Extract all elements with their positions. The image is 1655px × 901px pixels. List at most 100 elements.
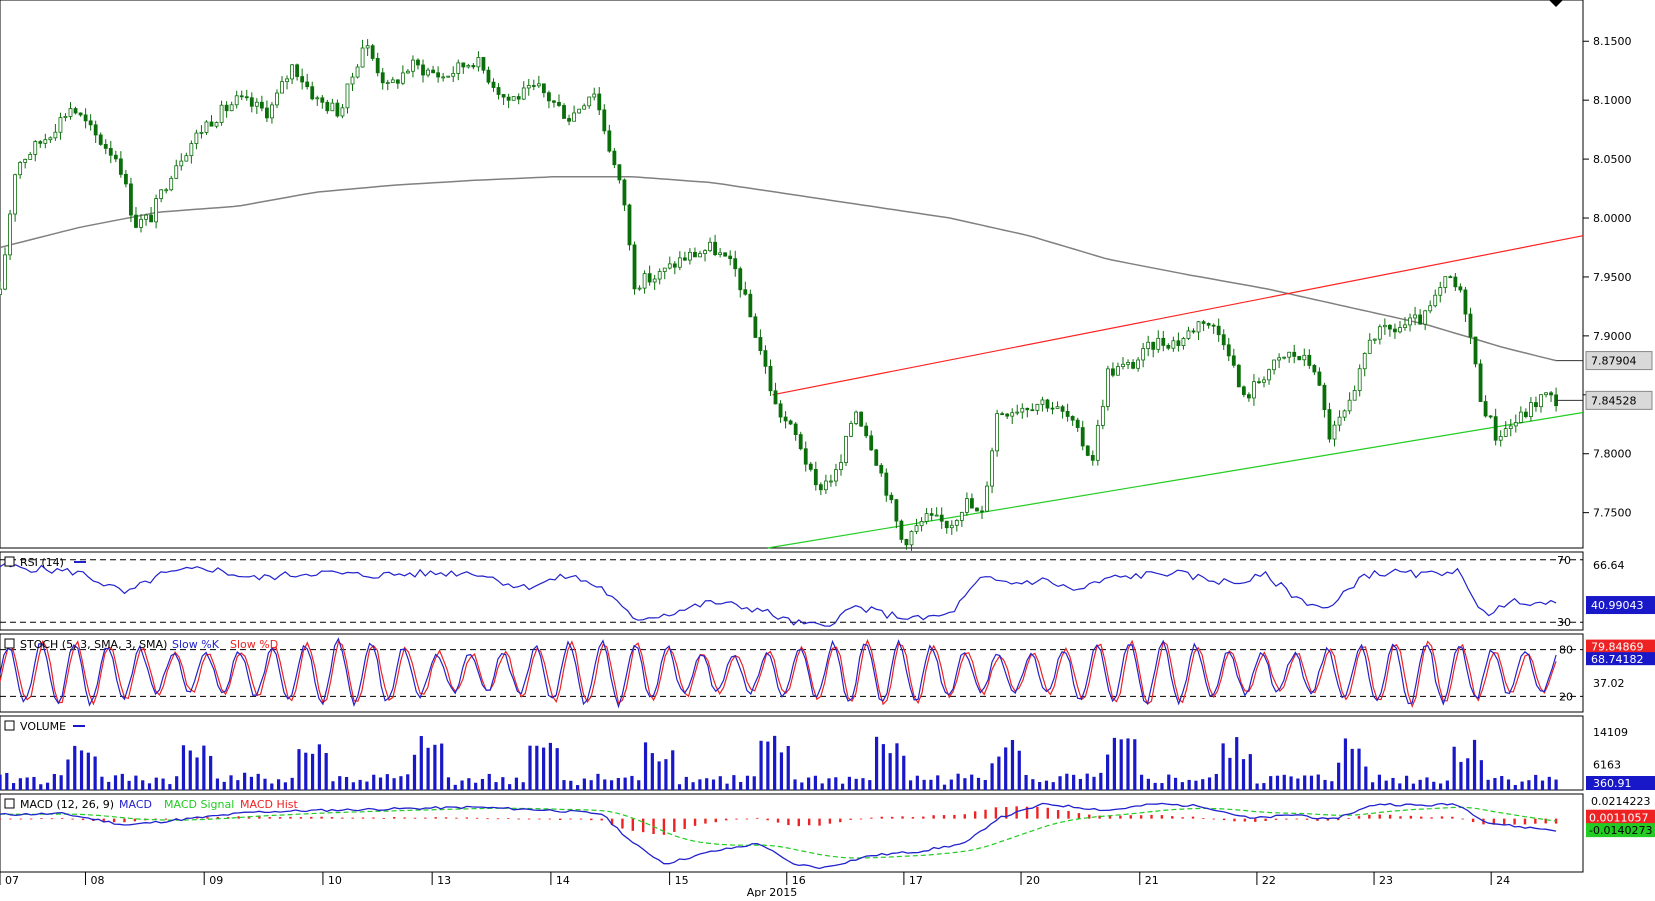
candle [904,538,909,550]
volume-bar [779,752,784,790]
volume-bar [908,780,913,790]
candle [1292,344,1297,364]
volume-bar [1296,778,1300,790]
candle-body [768,365,773,392]
candle-body [1156,337,1161,350]
macd-line [0,802,1557,870]
macd-hist-bar [1503,818,1506,825]
candle-body [1518,411,1523,423]
candle-body [1372,338,1377,341]
volume-value-box [1586,776,1655,790]
candle-body [1377,326,1382,340]
candle-body [808,463,813,470]
volume-bar [1479,760,1483,790]
candle [813,461,818,491]
volume-bar [188,750,192,790]
candle-body [924,513,929,522]
volume-bar [1486,779,1490,790]
candle [1398,321,1402,334]
candle [1181,336,1186,350]
x-tick-label: 13 [437,874,451,887]
candle-body [491,81,496,88]
candle [1302,348,1307,367]
candle [33,140,38,162]
candle [788,419,793,426]
candle [1171,336,1176,352]
macd-hist-bar [1212,818,1215,820]
macd-hist-bar [1036,806,1039,819]
volume-bar [399,776,403,790]
candle [446,75,451,78]
candle-body [1388,324,1392,330]
candle-body [239,95,244,98]
panel-frame-vol [0,715,1584,791]
candle-body [174,165,179,179]
volume-bar [270,783,274,790]
candle [617,164,622,184]
price-tick-label: 7.9000 [1593,330,1632,343]
candle [536,75,541,88]
candle-body [1267,369,1271,381]
candle [1035,403,1040,415]
volume-bar [1051,782,1055,790]
macd-hist-bar [486,818,489,820]
volume-bar [86,752,90,790]
candle-body [990,450,994,487]
volume-bar [120,773,124,790]
candle [975,507,979,512]
candle-body [1040,399,1045,405]
candle [53,123,58,141]
macd-hist-bar [1461,818,1464,820]
volume-bar [141,780,145,790]
candle [959,511,964,527]
volume-bar [154,777,158,790]
candle [38,140,43,148]
candle [234,90,239,109]
stoch-level-label: 80 [1559,644,1573,657]
candle [541,83,546,98]
candle [134,207,138,229]
volume-bar [1201,779,1205,790]
candle [1196,320,1201,341]
candle-body [1544,392,1548,396]
macd-hist-bar [673,818,676,832]
candle-body [682,257,687,261]
volume-bar [66,759,70,790]
candle [144,213,148,226]
candle-body [1423,310,1428,325]
candle-body [894,499,899,522]
candle-body [461,62,466,68]
candle-body [1367,339,1372,354]
volume-title: VOLUME [20,720,66,733]
candle [1252,374,1256,406]
candle [823,474,828,494]
candle-body [38,141,43,144]
candle-body [1539,394,1543,408]
candle-body [1438,287,1443,296]
macd-hist-bar [444,817,448,819]
candle [1201,319,1206,331]
candle [1413,306,1417,326]
volume-bar [1330,781,1334,790]
panel-frame-macd [0,793,1584,873]
rsi-level-label: 30 [1557,616,1571,629]
volume-bar [304,752,308,790]
volume-bar [168,784,172,790]
volume-tick-label: 6163 [1593,759,1621,772]
support-trendline [767,411,1584,549]
volume-bar [324,753,328,790]
macd-hist-bar [1492,818,1496,825]
macd-hist-bar [310,816,313,819]
candle-body [1000,413,1005,416]
candle-body [340,107,345,117]
volume-bar [1547,776,1551,790]
candle [310,81,315,101]
volume-bar [1371,782,1375,790]
volume-bar [263,778,267,790]
volume-bar [107,781,111,790]
candle-body [1252,381,1256,399]
candle [305,73,310,90]
candle-body [139,218,143,228]
stoch-legend-d: Slow %D [230,638,278,651]
candle [1015,404,1020,416]
